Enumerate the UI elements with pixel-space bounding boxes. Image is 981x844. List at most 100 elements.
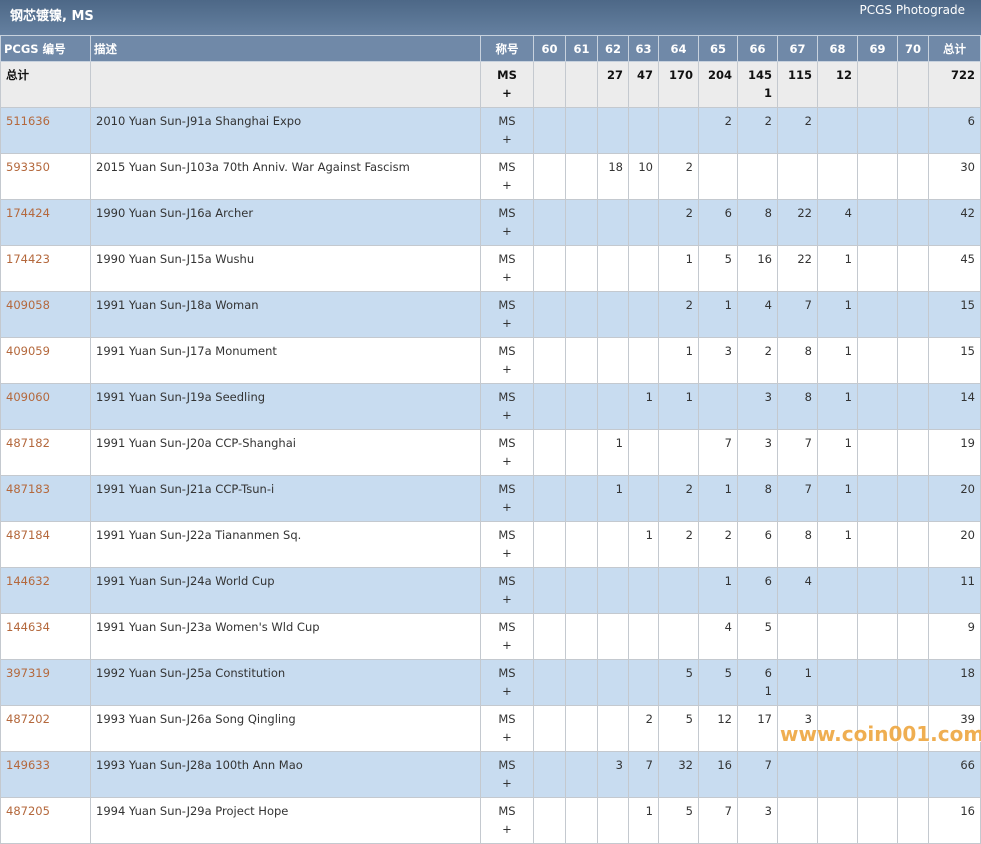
grade-cell <box>658 613 699 660</box>
grade-count: 22 <box>797 206 812 220</box>
designation-cell: MS + <box>480 153 534 200</box>
description: 1991 Yuan Sun-J23a Women's Wld Cup <box>90 613 481 660</box>
pcgs-number[interactable]: 174423 <box>0 245 91 292</box>
grade-cell: 2 <box>658 199 699 246</box>
grade-cell: 2 <box>737 337 778 384</box>
pcgs-number[interactable]: 487183 <box>0 475 91 522</box>
grade-cell <box>897 291 929 338</box>
pcgs-number[interactable]: 409059 <box>0 337 91 384</box>
plus-count: 1 <box>764 684 772 698</box>
pcgs-number[interactable]: 409060 <box>0 383 91 430</box>
grade-cell <box>658 107 699 154</box>
designation-cell: MS + <box>480 567 534 614</box>
pcgs-number[interactable]: 144632 <box>0 567 91 614</box>
grade-count: 3 <box>724 344 732 358</box>
grade-count: 1 <box>724 298 732 312</box>
designation: MS <box>498 804 516 818</box>
pcgs-number[interactable]: 511636 <box>0 107 91 154</box>
description <box>90 61 481 108</box>
pcgs-number[interactable]: 174424 <box>0 199 91 246</box>
grade-count: 1 <box>645 528 653 542</box>
grade-cell: 7 <box>737 751 778 798</box>
grade-cell: 3 <box>698 337 738 384</box>
designation-plus: + <box>502 776 512 790</box>
grade-count: 6 <box>764 574 772 588</box>
column-header: 60 <box>533 35 566 62</box>
description: 1991 Yuan Sun-J24a World Cup <box>90 567 481 614</box>
table-row: 593350 2015 Yuan Sun-J103a 70th Anniv. Wa… <box>0 153 981 200</box>
grade-count: 5 <box>685 712 693 726</box>
grade-count: 17 <box>757 712 772 726</box>
grade-cell <box>857 521 898 568</box>
designation: MS <box>498 390 516 404</box>
grade-count: 3 <box>764 390 772 404</box>
grade-count: 1 <box>844 482 852 496</box>
pcgs-number[interactable]: 409058 <box>0 291 91 338</box>
pcgs-number[interactable]: 149633 <box>0 751 91 798</box>
grade-cell <box>817 567 858 614</box>
grade-cell: 3 <box>597 751 629 798</box>
grade-cell: 7 <box>777 291 818 338</box>
grade-count: 1 <box>685 252 693 266</box>
grade-cell <box>628 291 659 338</box>
grade-cell <box>897 199 929 246</box>
grade-cell <box>897 61 929 108</box>
grade-cell: 1 <box>817 475 858 522</box>
column-header: 68 <box>817 35 858 62</box>
grade-cell: 1 <box>777 659 818 706</box>
grade-cell <box>817 797 858 844</box>
pcgs-number[interactable]: 487202 <box>0 705 91 752</box>
grade-count: 4 <box>844 206 852 220</box>
pcgs-number[interactable]: 593350 <box>0 153 91 200</box>
grade-cell <box>628 107 659 154</box>
grade-count: 7 <box>764 758 772 772</box>
grade-cell: 1 <box>698 475 738 522</box>
grade-cell: 32 <box>658 751 699 798</box>
pcgs-number[interactable]: 487205 <box>0 797 91 844</box>
designation-cell: MS + <box>480 291 534 338</box>
grade-cell: 8 <box>777 521 818 568</box>
designation: MS <box>498 712 516 726</box>
grade-cell <box>565 797 598 844</box>
grade-count: 1 <box>724 574 732 588</box>
grade-cell <box>857 245 898 292</box>
pcgs-number[interactable]: 397319 <box>0 659 91 706</box>
row-total: 45 <box>928 245 981 292</box>
pcgs-number[interactable]: 144634 <box>0 613 91 660</box>
designation-plus: + <box>502 546 512 560</box>
designation: MS <box>498 252 516 266</box>
grade-cell: 1 <box>817 521 858 568</box>
grade-cell: 2 <box>658 475 699 522</box>
pcgs-number[interactable]: 487182 <box>0 429 91 476</box>
photograde-link[interactable]: PCGS Photograde <box>859 3 965 17</box>
description: 2010 Yuan Sun-J91a Shanghai Expo <box>90 107 481 154</box>
grade-cell <box>857 383 898 430</box>
grade-cell: 16 <box>698 751 738 798</box>
grade-cell: 6 <box>737 521 778 568</box>
row-total: 20 <box>928 475 981 522</box>
description: 1993 Yuan Sun-J28a 100th Ann Mao <box>90 751 481 798</box>
designation: MS <box>498 482 516 496</box>
description: 1990 Yuan Sun-J15a Wushu <box>90 245 481 292</box>
grade-cell: 6 <box>737 567 778 614</box>
grade-cell <box>597 613 629 660</box>
row-total: 30 <box>928 153 981 200</box>
grade-cell <box>533 337 566 384</box>
grade-cell <box>533 245 566 292</box>
grade-cell: 1 <box>817 245 858 292</box>
grade-cell: 3 <box>737 797 778 844</box>
description: 1992 Yuan Sun-J25a Constitution <box>90 659 481 706</box>
grade-cell <box>597 797 629 844</box>
table-row: 487205 1994 Yuan Sun-J29a Project Hope MS +… <box>0 797 981 844</box>
grade-cell <box>597 107 629 154</box>
pcgs-number[interactable]: 487184 <box>0 521 91 568</box>
grade-count: 1 <box>844 528 852 542</box>
row-total: 11 <box>928 567 981 614</box>
grade-cell <box>533 797 566 844</box>
grade-count: 8 <box>804 390 812 404</box>
grade-cell: 16 <box>737 245 778 292</box>
grade-cell: 2 <box>737 107 778 154</box>
grade-cell: 7 <box>777 475 818 522</box>
grade-cell <box>857 199 898 246</box>
grade-cell <box>533 659 566 706</box>
